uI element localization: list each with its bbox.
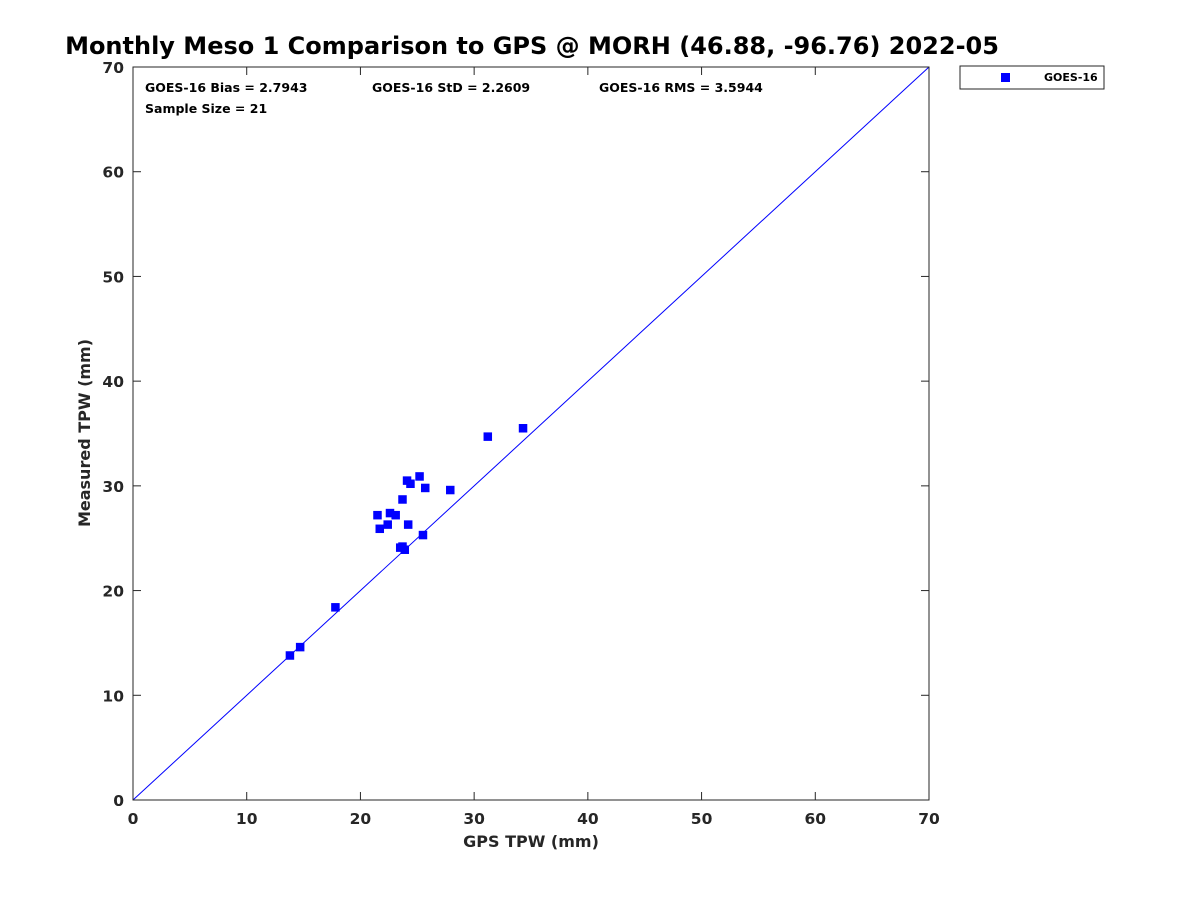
y-tick-label: 60 bbox=[102, 164, 124, 182]
y-tick-label: 10 bbox=[102, 687, 124, 705]
y-tick-label: 50 bbox=[102, 268, 124, 286]
y-tick-label: 20 bbox=[102, 583, 124, 601]
data-point bbox=[373, 510, 382, 520]
x-tick-label: 30 bbox=[463, 810, 485, 828]
legend: GOES-16 bbox=[959, 65, 1105, 90]
x-tick-label: 0 bbox=[128, 810, 139, 828]
stat-std: GOES-16 StD = 2.2609 bbox=[372, 80, 530, 95]
legend-box bbox=[959, 65, 1105, 90]
x-axis-ticks: 0 10 20 30 40 50 60 70 bbox=[128, 67, 940, 828]
data-point bbox=[483, 432, 493, 441]
data-point bbox=[295, 642, 305, 652]
data-point bbox=[415, 472, 424, 481]
y-tick-label: 70 bbox=[102, 59, 124, 77]
plot-frame bbox=[132, 66, 930, 801]
legend-marker-goes-16 bbox=[1001, 73, 1010, 82]
x-tick-label: 70 bbox=[918, 810, 940, 828]
x-tick-label: 50 bbox=[691, 810, 713, 828]
data-point bbox=[398, 495, 407, 504]
data-points bbox=[285, 424, 528, 660]
y-axis-label: Measured TPW (mm) bbox=[75, 339, 94, 527]
stat-sample-size: Sample Size = 21 bbox=[145, 101, 267, 116]
data-point bbox=[406, 479, 415, 489]
y-axis-ticks: 0 10 20 30 40 50 60 70 bbox=[102, 59, 929, 810]
data-point bbox=[418, 530, 428, 540]
plot-area: 0 10 20 30 40 50 60 70 0 10 20 30 40 50 60 70 bbox=[102, 59, 940, 828]
x-tick-label: 10 bbox=[236, 810, 258, 828]
chart-title: Monthly Meso 1 Comparison to GPS @ MORH … bbox=[65, 32, 999, 60]
data-point bbox=[375, 524, 385, 534]
stat-bias: GOES-16 Bias = 2.7943 bbox=[145, 80, 307, 95]
x-tick-label: 60 bbox=[804, 810, 826, 828]
y-tick-label: 40 bbox=[102, 373, 124, 391]
stat-rms: GOES-16 RMS = 3.5944 bbox=[599, 80, 763, 95]
data-point bbox=[331, 603, 340, 612]
y-tick-label: 0 bbox=[113, 792, 124, 810]
reference-line bbox=[132, 66, 930, 801]
x-tick-label: 40 bbox=[577, 810, 599, 828]
data-point bbox=[420, 483, 430, 493]
legend-label-goes-16: GOES-16 bbox=[1044, 71, 1098, 84]
y-tick-label: 30 bbox=[102, 478, 124, 496]
data-point bbox=[391, 510, 400, 520]
data-point bbox=[383, 520, 392, 529]
x-tick-label: 20 bbox=[350, 810, 372, 828]
data-point bbox=[518, 424, 528, 433]
x-axis-label: GPS TPW (mm) bbox=[463, 832, 599, 851]
data-point bbox=[385, 508, 395, 518]
data-point bbox=[400, 545, 410, 554]
data-point bbox=[403, 520, 413, 529]
data-point bbox=[285, 651, 295, 660]
data-point bbox=[446, 485, 455, 495]
